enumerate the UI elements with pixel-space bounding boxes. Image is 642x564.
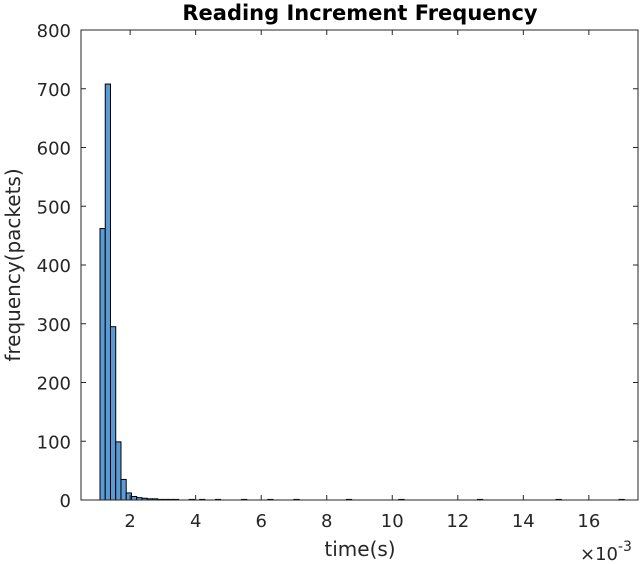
plot-frame: [80, 29, 639, 501]
y-tick-label: 500: [37, 197, 71, 218]
x-tick-label: 8: [321, 511, 332, 532]
x-axis-exponent-base: ×10: [580, 544, 618, 564]
histogram-bar: [125, 492, 132, 501]
x-axis-ticks: 2 4 6 8 10 12 14 16: [124, 30, 600, 532]
y-tick-label: 0: [60, 491, 71, 512]
bars-group: [99, 83, 625, 501]
y-axis-label: frequency(packets): [1, 168, 25, 361]
chart-title: Reading Increment Frequency: [182, 1, 538, 25]
x-axis-exponent: ×10-3: [580, 539, 632, 564]
y-tick-label: 700: [37, 80, 71, 101]
plot-area: [81, 30, 638, 500]
x-tick-label: 6: [255, 511, 266, 532]
x-axis-exponent-power: -3: [618, 539, 632, 555]
x-tick-label: 10: [381, 511, 404, 532]
y-tick-label: 200: [37, 374, 71, 395]
x-tick-label: 2: [124, 511, 135, 532]
y-tick-label: 300: [37, 315, 71, 336]
histogram-bar: [115, 441, 122, 501]
histogram-bar: [109, 326, 117, 501]
y-tick-label: 100: [37, 432, 71, 453]
x-tick-label: 14: [512, 511, 535, 532]
x-tick-label: 4: [190, 511, 201, 532]
x-tick-label: 12: [446, 511, 469, 532]
x-axis-label: time(s): [324, 537, 395, 561]
y-tick-label: 800: [37, 21, 71, 42]
y-axis-ticks: 0 100 200 300 400 500 600 700 800: [37, 21, 638, 512]
histogram-bar: [99, 228, 106, 501]
histogram-bar: [130, 495, 138, 501]
x-tick-label: 16: [577, 511, 600, 532]
y-tick-label: 600: [37, 139, 71, 160]
y-tick-label: 400: [37, 256, 71, 277]
histogram-bar: [104, 83, 111, 501]
histogram-bar: [120, 478, 127, 501]
